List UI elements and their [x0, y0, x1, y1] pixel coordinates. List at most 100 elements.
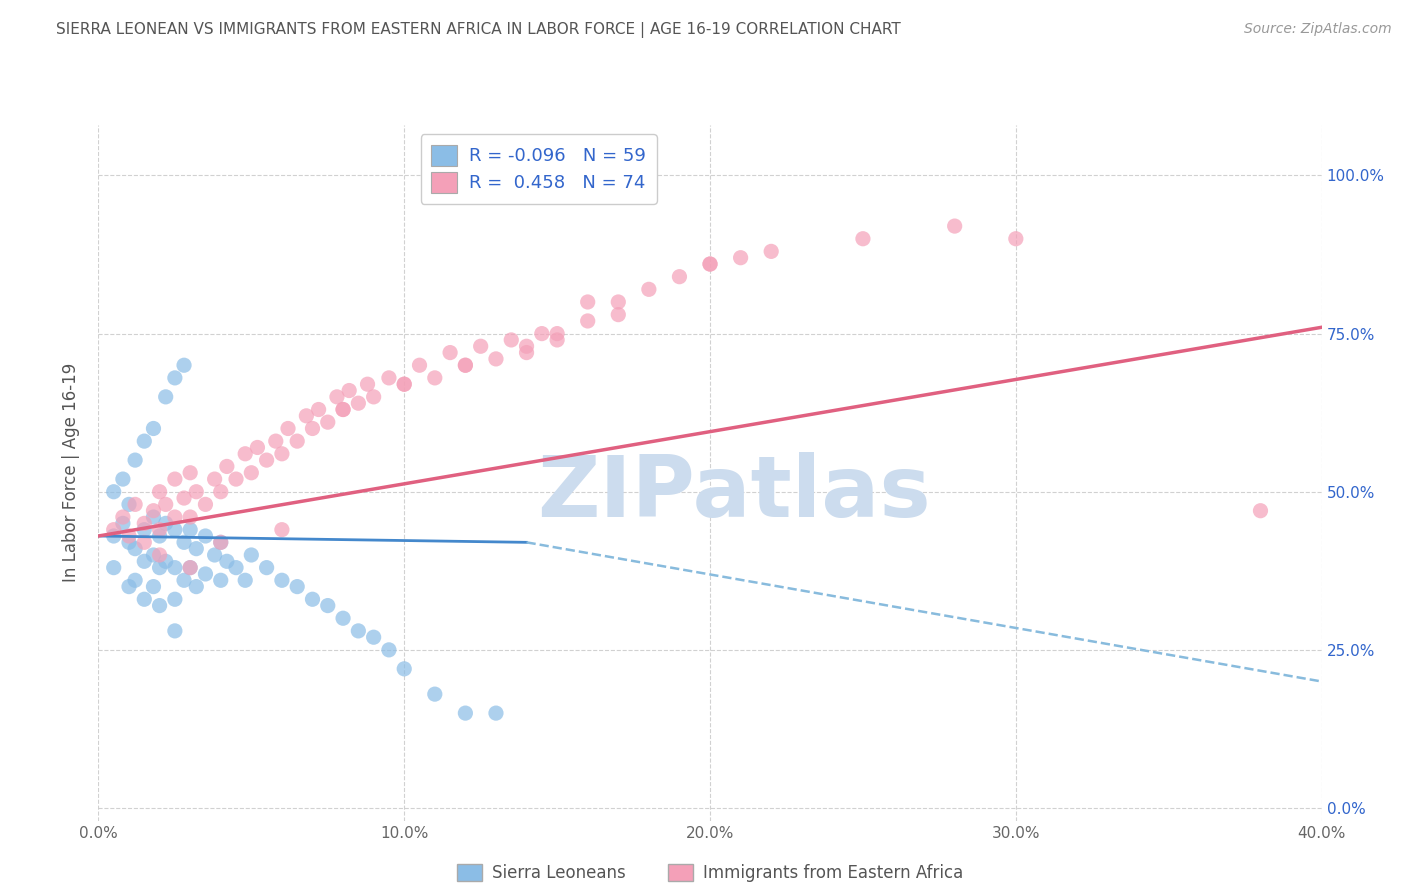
- Point: [852, 232, 875, 246]
- Point: [270, 523, 292, 537]
- Point: [194, 497, 217, 511]
- Point: [179, 523, 201, 537]
- Point: [124, 574, 146, 588]
- Point: [118, 580, 141, 594]
- Point: [155, 516, 177, 531]
- Point: [215, 459, 238, 474]
- Point: [134, 516, 156, 531]
- Point: [516, 339, 538, 353]
- Point: [392, 377, 416, 392]
- Point: [730, 251, 752, 265]
- Point: [277, 421, 299, 435]
- Point: [163, 472, 186, 486]
- Point: [186, 541, 208, 556]
- Point: [699, 257, 721, 271]
- Point: [308, 402, 330, 417]
- Point: [423, 687, 446, 701]
- Point: [454, 358, 477, 372]
- Point: [332, 611, 354, 625]
- Point: [454, 358, 477, 372]
- Point: [134, 554, 156, 568]
- Point: [264, 434, 287, 449]
- Point: [134, 523, 156, 537]
- Point: [134, 592, 156, 607]
- Point: [301, 421, 323, 435]
- Point: [501, 333, 523, 347]
- Point: [256, 560, 278, 574]
- Point: [378, 643, 401, 657]
- Point: [163, 523, 186, 537]
- Point: [149, 523, 172, 537]
- Point: [124, 453, 146, 467]
- Point: [149, 599, 172, 613]
- Point: [103, 529, 125, 543]
- Point: [485, 706, 508, 720]
- Point: [233, 447, 256, 461]
- Point: [316, 599, 339, 613]
- Point: [155, 390, 177, 404]
- Point: [363, 630, 385, 644]
- Point: [209, 535, 232, 549]
- Point: [363, 390, 385, 404]
- Point: [301, 592, 323, 607]
- Point: [607, 308, 630, 322]
- Point: [204, 548, 226, 562]
- Point: [194, 566, 217, 581]
- Point: [546, 333, 568, 347]
- Point: [1004, 232, 1026, 246]
- Point: [134, 535, 156, 549]
- Point: [163, 371, 186, 385]
- Point: [103, 523, 125, 537]
- Point: [233, 574, 256, 588]
- Point: [173, 358, 195, 372]
- Point: [194, 529, 217, 543]
- Point: [179, 510, 201, 524]
- Point: [124, 541, 146, 556]
- Point: [337, 384, 360, 398]
- Point: [179, 466, 201, 480]
- Point: [454, 706, 477, 720]
- Point: [209, 574, 232, 588]
- Point: [142, 510, 165, 524]
- Point: [163, 560, 186, 574]
- Point: [149, 529, 172, 543]
- Point: [111, 472, 134, 486]
- Point: [103, 560, 125, 574]
- Point: [179, 560, 201, 574]
- Point: [326, 390, 349, 404]
- Point: [423, 371, 446, 385]
- Point: [142, 580, 165, 594]
- Point: [516, 345, 538, 359]
- Text: ZIPatlas: ZIPatlas: [537, 452, 931, 535]
- Point: [155, 497, 177, 511]
- Point: [155, 554, 177, 568]
- Point: [637, 282, 661, 296]
- Point: [215, 554, 238, 568]
- Point: [209, 484, 232, 499]
- Point: [347, 396, 370, 410]
- Point: [186, 580, 208, 594]
- Point: [270, 447, 292, 461]
- Point: [699, 257, 721, 271]
- Point: [356, 377, 378, 392]
- Point: [246, 441, 269, 455]
- Text: SIERRA LEONEAN VS IMMIGRANTS FROM EASTERN AFRICA IN LABOR FORCE | AGE 16-19 CORR: SIERRA LEONEAN VS IMMIGRANTS FROM EASTER…: [56, 22, 901, 38]
- Point: [332, 402, 354, 417]
- Point: [111, 516, 134, 531]
- Point: [173, 535, 195, 549]
- Point: [225, 472, 247, 486]
- Point: [173, 574, 195, 588]
- Point: [759, 244, 782, 259]
- Point: [142, 504, 165, 518]
- Point: [163, 592, 186, 607]
- Point: [530, 326, 553, 341]
- Point: [576, 314, 599, 328]
- Point: [285, 580, 308, 594]
- Point: [118, 535, 141, 549]
- Point: [576, 295, 599, 310]
- Point: [111, 510, 134, 524]
- Point: [103, 484, 125, 499]
- Text: Source: ZipAtlas.com: Source: ZipAtlas.com: [1244, 22, 1392, 37]
- Point: [134, 434, 156, 449]
- Point: [439, 345, 461, 359]
